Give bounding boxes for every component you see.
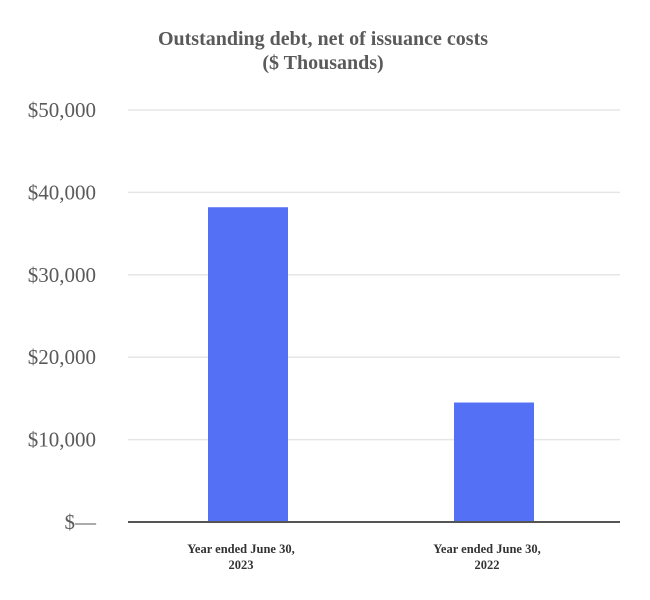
gridlines (128, 109, 620, 441)
x-tick-label: Year ended June 30, (433, 542, 540, 556)
y-tick-label: $20,000 (28, 345, 96, 369)
y-tick-label: $30,000 (28, 263, 96, 287)
y-tick-label: $40,000 (28, 180, 96, 204)
x-axis: Year ended June 30, 2023 Year ended June 3… (187, 542, 540, 572)
chart-title-line: Outstanding debt, net of issuance costs (158, 28, 488, 50)
bars (208, 207, 534, 522)
bar (208, 207, 288, 522)
bar (454, 402, 534, 522)
x-tick-label: 2022 (475, 558, 500, 572)
y-tick-label: $— (65, 510, 98, 534)
y-tick-label: $10,000 (28, 428, 96, 452)
chart-title: Outstanding debt, net of issuance costs(… (158, 28, 488, 74)
y-axis: $— $10,000 $20,000 $30,000 $40,000 $50,000 (28, 98, 97, 534)
x-tick-label: Year ended June 30, (187, 542, 294, 556)
chart-title-line: ($ Thousands) (262, 52, 383, 74)
x-tick-label: 2023 (229, 558, 254, 572)
y-tick-label: $50,000 (28, 98, 96, 122)
